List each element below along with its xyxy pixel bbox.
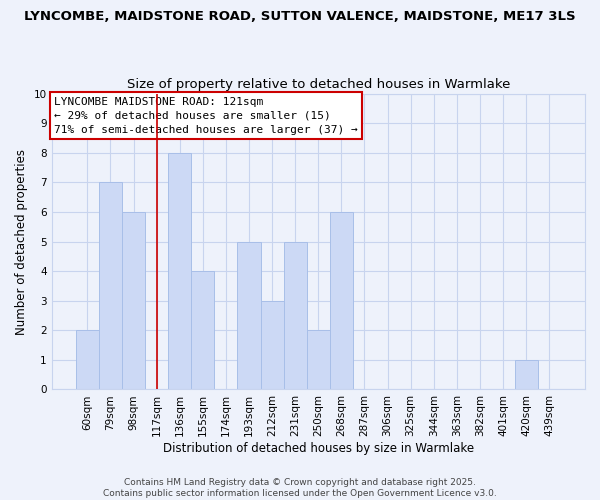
Bar — [284, 242, 307, 390]
Bar — [238, 242, 260, 390]
Bar — [515, 360, 538, 390]
Text: LYNCOMBE, MAIDSTONE ROAD, SUTTON VALENCE, MAIDSTONE, ME17 3LS: LYNCOMBE, MAIDSTONE ROAD, SUTTON VALENCE… — [24, 10, 576, 23]
Bar — [168, 152, 191, 390]
Text: LYNCOMBE MAIDSTONE ROAD: 121sqm
← 29% of detached houses are smaller (15)
71% of: LYNCOMBE MAIDSTONE ROAD: 121sqm ← 29% of… — [54, 96, 358, 134]
Bar — [122, 212, 145, 390]
Text: Contains HM Land Registry data © Crown copyright and database right 2025.
Contai: Contains HM Land Registry data © Crown c… — [103, 478, 497, 498]
Y-axis label: Number of detached properties: Number of detached properties — [15, 148, 28, 334]
Bar — [76, 330, 99, 390]
X-axis label: Distribution of detached houses by size in Warmlake: Distribution of detached houses by size … — [163, 442, 474, 455]
Bar — [99, 182, 122, 390]
Bar — [191, 271, 214, 390]
Bar — [307, 330, 330, 390]
Bar — [260, 300, 284, 390]
Bar — [330, 212, 353, 390]
Title: Size of property relative to detached houses in Warmlake: Size of property relative to detached ho… — [127, 78, 510, 91]
